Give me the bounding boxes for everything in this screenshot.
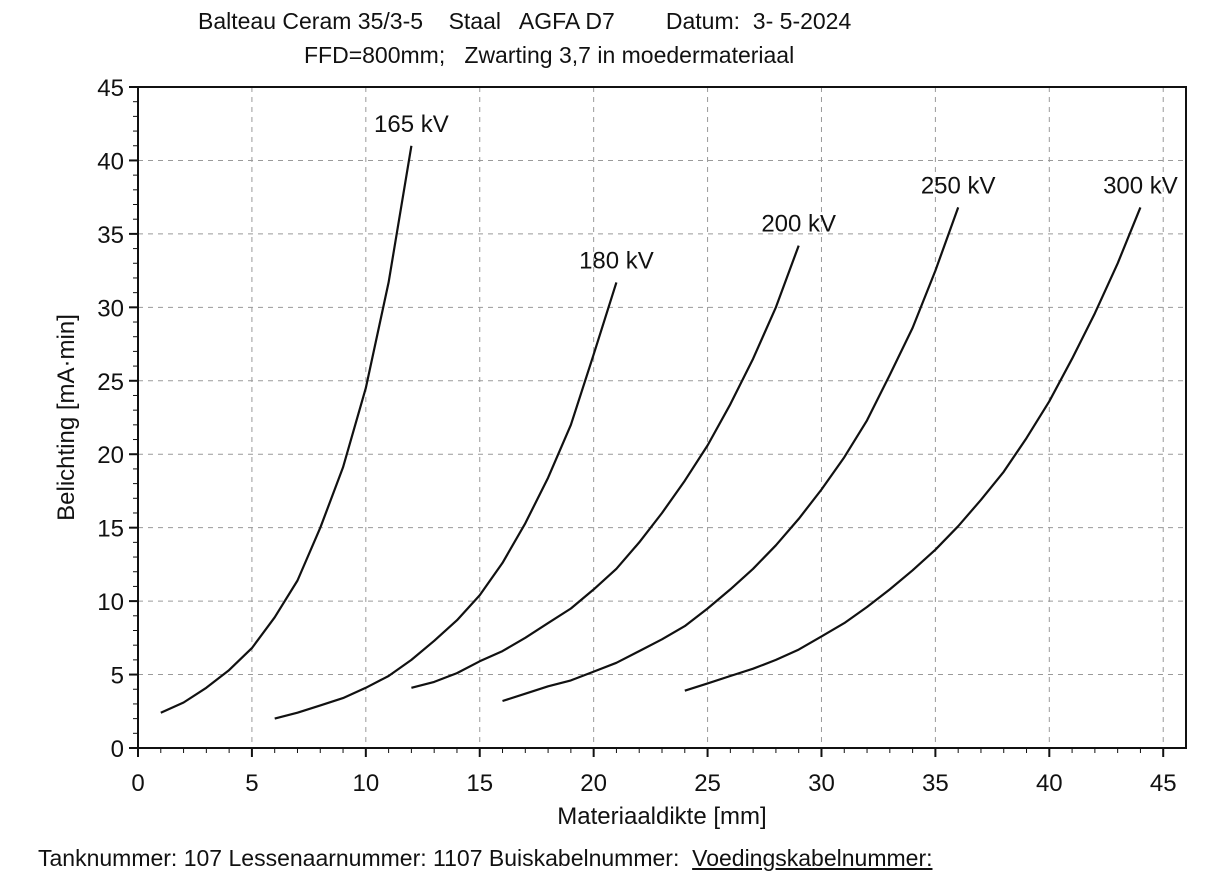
series-label-1: 180 kV — [579, 247, 654, 274]
chart-title-line2: FFD=800mm; Zwarting 3,7 in moedermateria… — [304, 42, 795, 68]
footer-info: Tanknummer: 107 Lessenaarnummer: 1107 Bu… — [38, 845, 933, 872]
y-axis-label: Belichting [mA·min] — [53, 314, 80, 521]
series-line-3 — [502, 207, 960, 703]
footer-text: Tanknummer: 107 Lessenaarnummer: 1107 Bu… — [38, 845, 693, 871]
x-tick-label: 10 — [352, 770, 379, 797]
x-tick-label: 15 — [466, 770, 493, 797]
grid — [138, 86, 1186, 748]
x-tick-label: 5 — [245, 770, 258, 797]
y-tick-label: 0 — [111, 736, 124, 763]
y-tick-label: 30 — [97, 295, 124, 322]
x-axis-label: Materiaaldikte [mm] — [557, 803, 766, 830]
series-line-0 — [160, 145, 413, 714]
x-tick-label: 30 — [808, 770, 835, 797]
y-tick-label: 45 — [97, 75, 124, 102]
series-labels: 165 kV 180 kV 200 kV 250 kV 300 kV — [374, 111, 1178, 275]
exposure-chart: 0 5 10 15 20 25 30 35 40 45 0 5 10 15 20 25 30 35 40 45 165… — [53, 75, 1187, 830]
chart-title-line1: Balteau Ceram 35/3-5 Staal AGFA D7 Datum… — [198, 8, 852, 34]
series-line-1 — [274, 282, 618, 720]
y-tick-label: 10 — [97, 589, 124, 616]
series-lines — [160, 145, 1142, 720]
y-tick-label: 25 — [97, 369, 124, 396]
series-label-0: 165 kV — [374, 111, 449, 138]
series-line-4 — [684, 206, 1142, 692]
y-tick-label: 35 — [97, 222, 124, 249]
x-tick-label: 45 — [1150, 770, 1177, 797]
x-tick-label: 0 — [131, 770, 144, 797]
x-tick-label: 40 — [1036, 770, 1063, 797]
y-tick-label: 15 — [97, 516, 124, 543]
axes: 0 5 10 15 20 25 30 35 40 45 0 5 10 15 20 25 30 35 40 45 — [97, 75, 1187, 797]
plot-frame — [137, 86, 1187, 749]
x-tick-label: 35 — [922, 770, 949, 797]
footer-underlined: Voedingskabelnummer: — [692, 845, 933, 871]
series-label-2: 200 kV — [761, 211, 836, 238]
series-label-4: 300 kV — [1103, 172, 1178, 199]
series-label-3: 250 kV — [921, 172, 996, 199]
series-line-2 — [411, 245, 800, 689]
y-tick-label: 40 — [97, 148, 124, 175]
x-tick-label: 20 — [580, 770, 607, 797]
x-tick-label: 25 — [694, 770, 721, 797]
y-tick-label: 20 — [97, 442, 124, 469]
y-tick-label: 5 — [111, 663, 124, 690]
